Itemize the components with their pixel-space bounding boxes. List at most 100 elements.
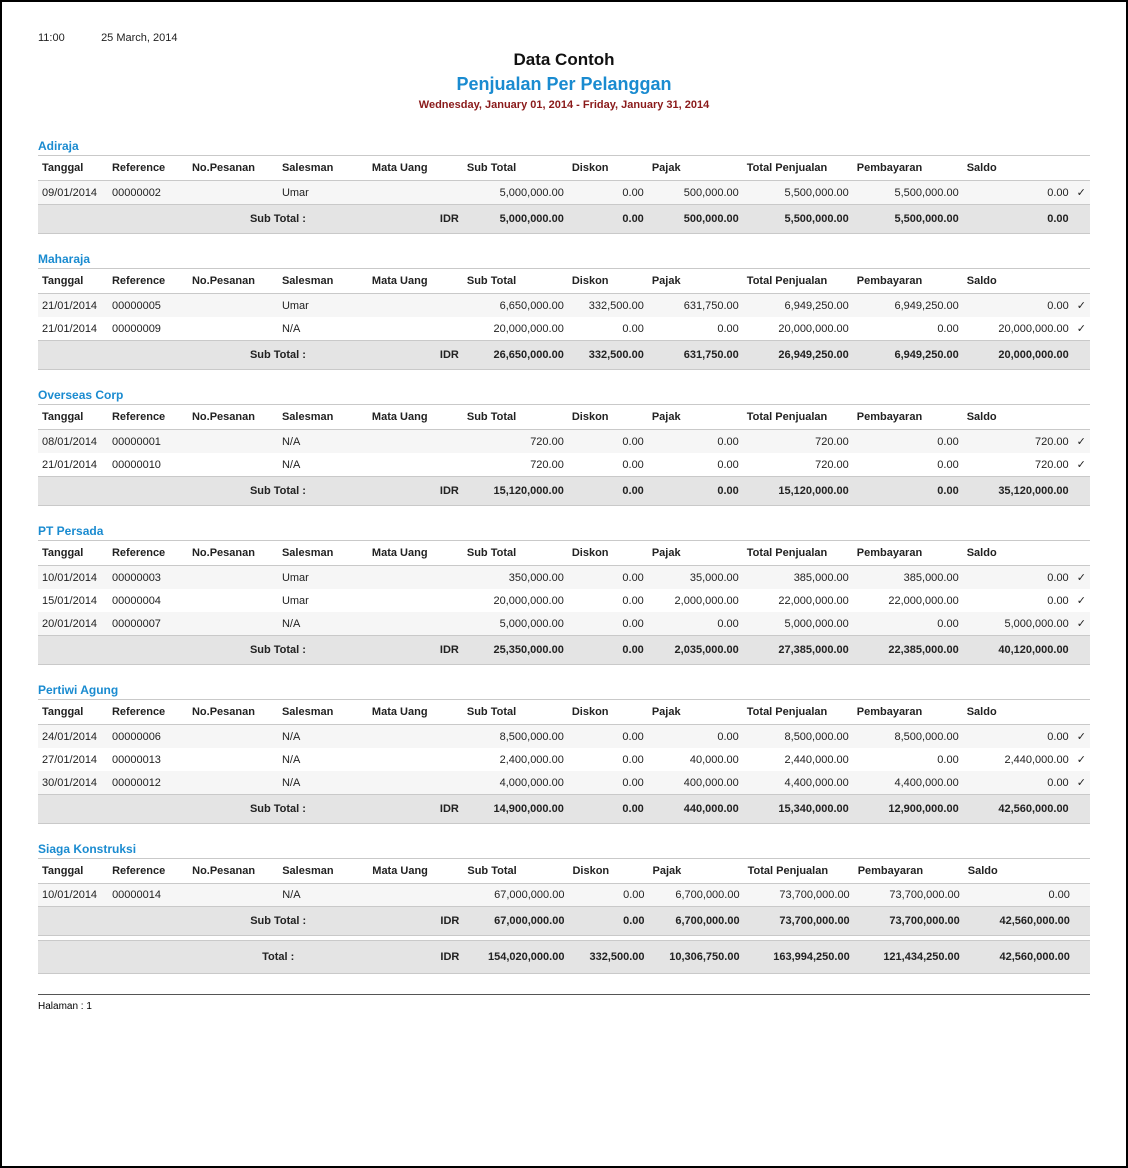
table-row: 08/01/201400000001N/A720.000.000.00720.0… <box>38 430 1090 454</box>
check-icon <box>1074 884 1090 907</box>
check-icon: ✓ <box>1073 566 1090 590</box>
cell-subtotal: 4,000,000.00 <box>463 771 568 795</box>
table-row: 20/01/201400000007N/A5,000,000.000.000.0… <box>38 612 1090 636</box>
check-icon: ✓ <box>1073 453 1090 477</box>
cell-tanggal: 08/01/2014 <box>38 430 108 454</box>
cell-diskon: 0.00 <box>568 612 648 636</box>
hdr-bayar: Pembayaran <box>854 859 964 884</box>
cell-pajak: 500,000.00 <box>648 181 743 205</box>
customer-name: PT Persada <box>38 524 1090 538</box>
cell-tanggal: 30/01/2014 <box>38 771 108 795</box>
st-diskon: 0.00 <box>568 907 648 936</box>
st-pajak: 500,000.00 <box>648 205 743 234</box>
cell-uang <box>368 317 463 341</box>
subtotal-row: Sub Total :IDR5,000,000.000.00500,000.00… <box>38 205 1090 234</box>
cell-pajak: 631,750.00 <box>648 294 743 318</box>
grand-total-label: Total : <box>188 941 368 974</box>
cell-salesman: N/A <box>278 884 368 907</box>
cell-subtotal: 20,000,000.00 <box>463 317 568 341</box>
cell-reference: 00000009 <box>108 317 188 341</box>
hdr-pesanan: No.Pesanan <box>188 156 278 181</box>
hdr-pajak: Pajak <box>648 405 743 430</box>
st-saldo: 0.00 <box>963 205 1073 234</box>
cell-diskon: 0.00 <box>568 566 648 590</box>
cell-total: 8,500,000.00 <box>743 725 853 749</box>
cell-subtotal: 720.00 <box>463 453 568 477</box>
subtotal-row: Sub Total :IDR67,000,000.000.006,700,000… <box>38 907 1090 936</box>
st-diskon: 332,500.00 <box>568 341 648 370</box>
cell-total: 5,500,000.00 <box>743 181 853 205</box>
cell-subtotal: 350,000.00 <box>463 566 568 590</box>
hdr-subtotal: Sub Total <box>463 541 568 566</box>
hdr-bayar: Pembayaran <box>853 700 963 725</box>
cell-tanggal: 27/01/2014 <box>38 748 108 771</box>
gt-pajak: 10,306,750.00 <box>649 941 744 974</box>
hdr-pesanan: No.Pesanan <box>188 541 278 566</box>
cell-pajak: 6,700,000.00 <box>649 884 744 907</box>
cell-bayar: 0.00 <box>853 748 963 771</box>
cell-reference: 00000006 <box>108 725 188 749</box>
gt-bayar: 121,434,250.00 <box>854 941 964 974</box>
cell-total: 4,400,000.00 <box>743 771 853 795</box>
cell-total: 720.00 <box>743 430 853 454</box>
cell-pesanan <box>188 566 278 590</box>
cell-tanggal: 21/01/2014 <box>38 317 108 341</box>
cell-pajak: 400,000.00 <box>648 771 743 795</box>
cell-saldo: 720.00 <box>963 430 1073 454</box>
customer-name: Adiraja <box>38 139 1090 153</box>
cell-pajak: 0.00 <box>648 453 743 477</box>
subtotal-label: Sub Total : <box>188 205 368 234</box>
report-time: 11:00 <box>38 32 98 44</box>
cell-pesanan <box>188 430 278 454</box>
cell-uang <box>368 725 463 749</box>
hdr-total: Total Penjualan <box>743 405 853 430</box>
st-subtotal: 14,900,000.00 <box>463 795 568 824</box>
cell-salesman: N/A <box>278 430 368 454</box>
hdr-pajak: Pajak <box>649 859 744 884</box>
cell-bayar: 8,500,000.00 <box>853 725 963 749</box>
hdr-tanggal: Tanggal <box>38 405 108 430</box>
hdr-diskon: Diskon <box>568 541 648 566</box>
cell-uang <box>368 566 463 590</box>
hdr-subtotal: Sub Total <box>463 405 568 430</box>
cell-salesman: N/A <box>278 748 368 771</box>
cell-reference: 00000014 <box>108 884 188 907</box>
hdr-diskon: Diskon <box>568 156 648 181</box>
hdr-reference: Reference <box>108 269 188 294</box>
cell-salesman: N/A <box>278 612 368 636</box>
cell-reference: 00000012 <box>108 771 188 795</box>
cell-uang <box>368 453 463 477</box>
cell-tanggal: 09/01/2014 <box>38 181 108 205</box>
report-meta: 11:00 25 March, 2014 <box>38 32 1090 44</box>
cell-uang <box>368 430 463 454</box>
cell-reference: 00000004 <box>108 589 188 612</box>
cell-diskon: 0.00 <box>568 589 648 612</box>
cell-uang <box>368 612 463 636</box>
footer: Halaman : 1 <box>38 994 1090 1012</box>
st-subtotal: 5,000,000.00 <box>463 205 568 234</box>
header-row: TanggalReferenceNo.PesananSalesmanMata U… <box>38 156 1090 181</box>
hdr-saldo: Saldo <box>963 405 1073 430</box>
st-pajak: 631,750.00 <box>648 341 743 370</box>
cell-saldo: 0.00 <box>963 294 1073 318</box>
cell-saldo: 2,440,000.00 <box>963 748 1073 771</box>
customer-table: TanggalReferenceNo.PesananSalesmanMata U… <box>38 404 1090 506</box>
customer-table: TanggalReferenceNo.PesananSalesmanMata U… <box>38 268 1090 370</box>
st-total: 5,500,000.00 <box>743 205 853 234</box>
st-uang: IDR <box>368 907 463 936</box>
hdr-subtotal: Sub Total <box>463 156 568 181</box>
hdr-uang: Mata Uang <box>368 269 463 294</box>
hdr-diskon: Diskon <box>568 405 648 430</box>
subtotal-row: Sub Total :IDR26,650,000.00332,500.00631… <box>38 341 1090 370</box>
cell-pesanan <box>188 589 278 612</box>
cell-saldo: 0.00 <box>963 566 1073 590</box>
hdr-reference: Reference <box>108 700 188 725</box>
hdr-reference: Reference <box>108 859 188 884</box>
hdr-uang: Mata Uang <box>368 405 463 430</box>
table-row: 10/01/201400000014N/A67,000,000.000.006,… <box>38 884 1090 907</box>
st-saldo: 20,000,000.00 <box>963 341 1073 370</box>
cell-subtotal: 720.00 <box>463 430 568 454</box>
hdr-total: Total Penjualan <box>743 156 853 181</box>
st-bayar: 12,900,000.00 <box>853 795 963 824</box>
gt-total: 163,994,250.00 <box>744 941 854 974</box>
